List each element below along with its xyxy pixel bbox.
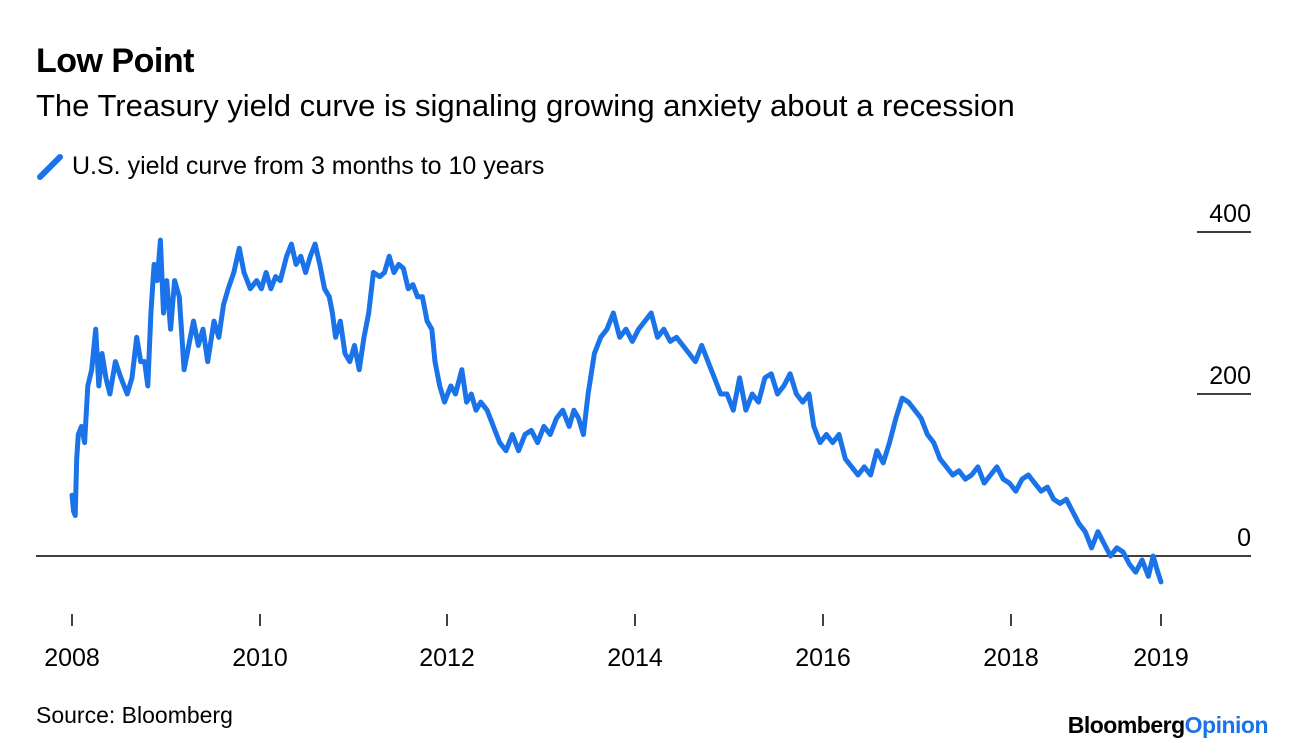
legend-label: U.S. yield curve from 3 months to 10 yea…: [72, 152, 545, 180]
y-axis-gridlines: [1197, 231, 1251, 395]
x-tick-label: 2008: [44, 644, 100, 672]
x-axis-labels: 2008 2010 2012 2014 2016 2018 2019: [44, 644, 1189, 672]
x-axis-ticks: [71, 614, 1162, 626]
legend: U.S. yield curve from 3 months to 10 yea…: [36, 152, 544, 181]
x-tick-label: 2014: [607, 644, 663, 672]
series-line-yield-curve: [69, 237, 1164, 585]
source-note: Source: Bloomberg: [36, 702, 233, 728]
y-axis-labels: 400 200 0: [1209, 200, 1251, 552]
chart-subtitle: The Treasury yield curve is signaling gr…: [36, 88, 1015, 123]
x-tick-label: 2012: [419, 644, 475, 672]
legend-swatch-icon: [37, 153, 63, 180]
x-tick-label: 2016: [795, 644, 851, 672]
x-tick-label: 2019: [1133, 644, 1189, 672]
y-tick-label: 200: [1209, 362, 1251, 390]
chart-title: Low Point: [36, 42, 194, 80]
y-tick-label: 0: [1237, 524, 1251, 552]
brand-logo: BloombergOpinion: [1067, 712, 1269, 738]
x-tick-label: 2018: [983, 644, 1039, 672]
x-tick-label: 2010: [232, 644, 288, 672]
y-tick-label: 400: [1209, 200, 1251, 228]
